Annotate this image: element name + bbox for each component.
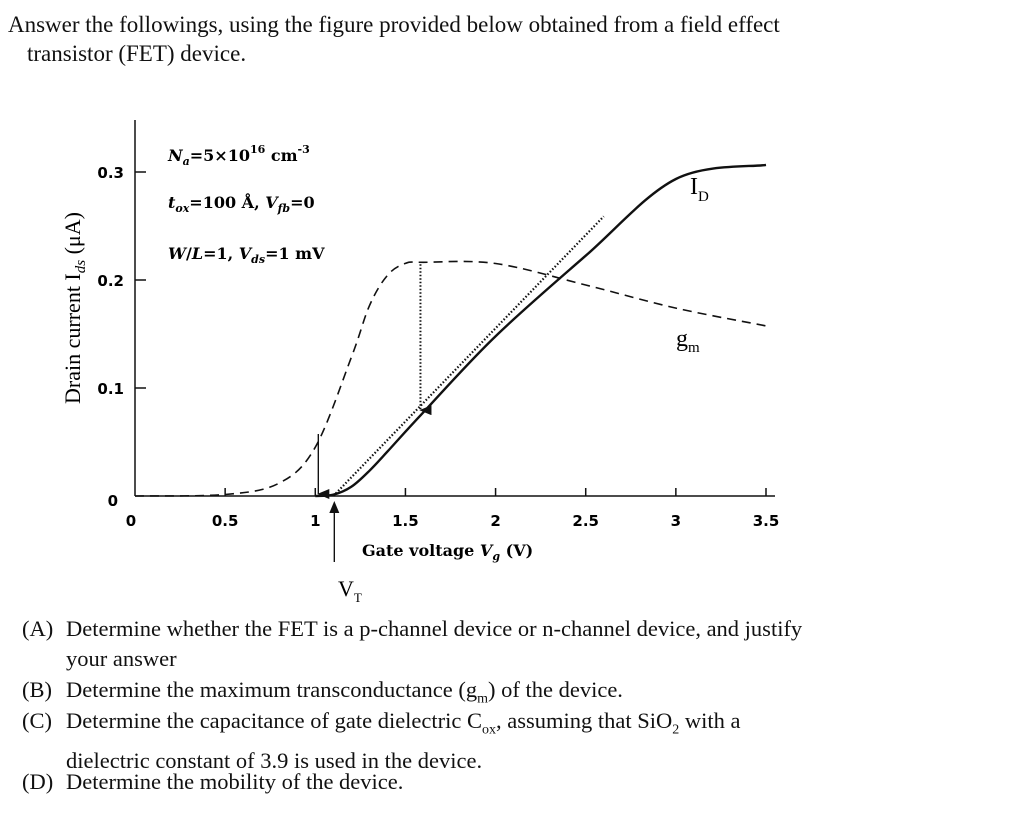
annotation-geometry: W/L=1, Vds=1 mV (168, 244, 325, 266)
vt-arrow-up-head (329, 501, 340, 513)
x-tick-label: 3.5 (753, 512, 780, 530)
y-tick-label: 0.2 (97, 272, 124, 290)
x-tick-label: 1 (310, 512, 320, 530)
y-tick-label: 0.1 (97, 380, 124, 398)
y-tick-label: 0 (108, 492, 118, 510)
question-b: (B) Determine the maximum transconductanc… (22, 677, 623, 707)
x-tick-label: 3 (671, 512, 681, 530)
x-axis-label: Gate voltage Vg (V) (362, 541, 533, 563)
intro-line-1: Answer the followings, using the figure … (8, 12, 780, 37)
label-gm: gm (676, 326, 700, 356)
question-d: (D) Determine the mobility of the device. (22, 769, 404, 794)
label-vt: VT (338, 576, 362, 605)
intro-paragraph: Answer the followings, using the figure … (8, 10, 998, 68)
y-tick-label: 0.3 (97, 164, 124, 182)
intro-line-2: transistor (FET) device. (27, 41, 247, 66)
y-ticks: 0 0.1 0.2 0.3 (97, 164, 146, 510)
x-tick-label: 0 (126, 512, 136, 530)
annotation-doping: Na=5×1016 cm-3 (167, 143, 310, 168)
question-a: (A) Determine whether the FET is a p-chan… (22, 616, 803, 671)
annotation-oxide: tox=100 Å, Vfb=0 (168, 191, 315, 215)
x-tick-label: 1.5 (392, 512, 419, 530)
x-ticks: 0 0.5 1 1.5 2 2.5 3 3.5 (126, 488, 780, 530)
y-axis-label: Drain current Ids (μA) (60, 212, 89, 404)
label-id: ID (690, 174, 709, 205)
series-tangent-line (332, 215, 605, 497)
x-tick-label: 0.5 (212, 512, 239, 530)
x-tick-label: 2 (490, 512, 500, 530)
question-c: (C) Determine the capacitance of gate die… (22, 708, 741, 773)
x-tick-label: 2.5 (572, 512, 599, 530)
series-gm-curve (134, 260, 767, 497)
series-id-curve (315, 163, 767, 498)
